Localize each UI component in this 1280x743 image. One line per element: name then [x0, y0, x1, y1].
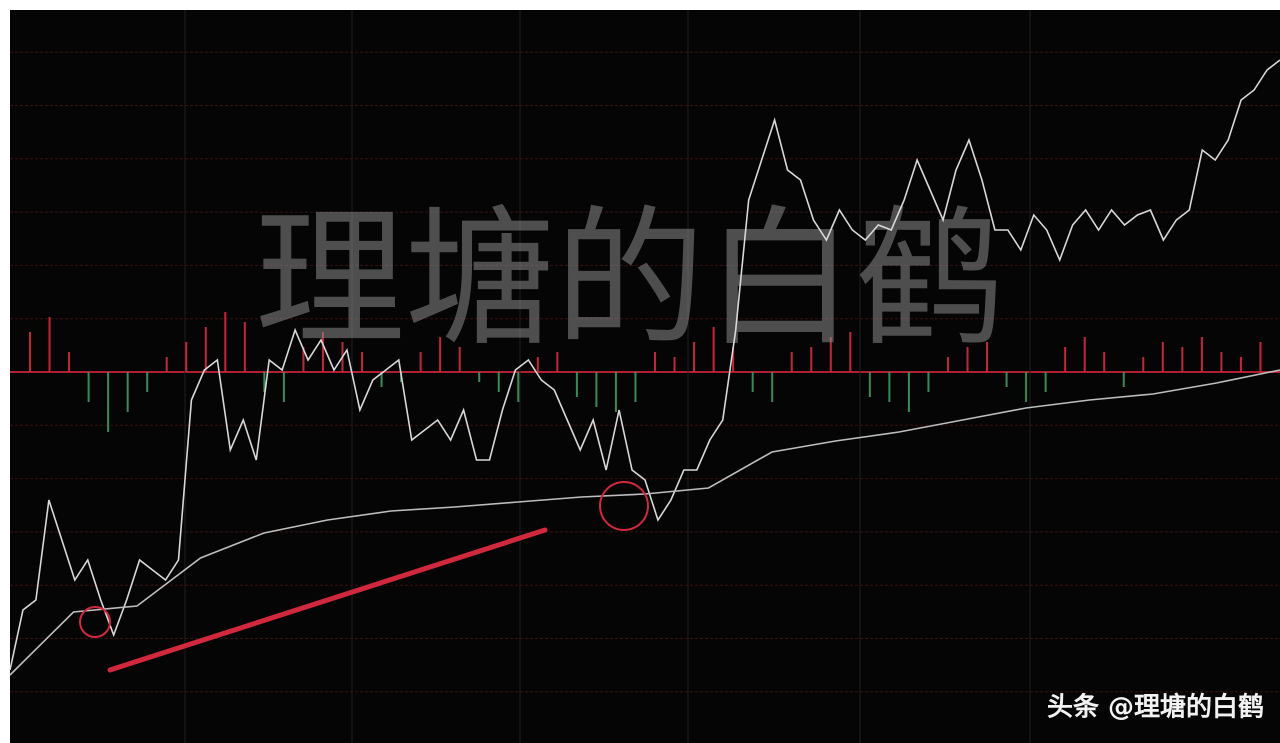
footer-text: 头条 @理塘的白鹤 — [1047, 692, 1264, 723]
highlight-circle — [79, 606, 111, 638]
watermark: 理塘的白鹤 — [255, 193, 1005, 367]
volume-bars — [29, 312, 1262, 432]
price-line — [9, 59, 1280, 671]
trend-arrow — [107, 527, 548, 673]
plot-background — [10, 10, 1280, 743]
highlight-circle — [599, 481, 649, 531]
grid — [10, 10, 1280, 743]
